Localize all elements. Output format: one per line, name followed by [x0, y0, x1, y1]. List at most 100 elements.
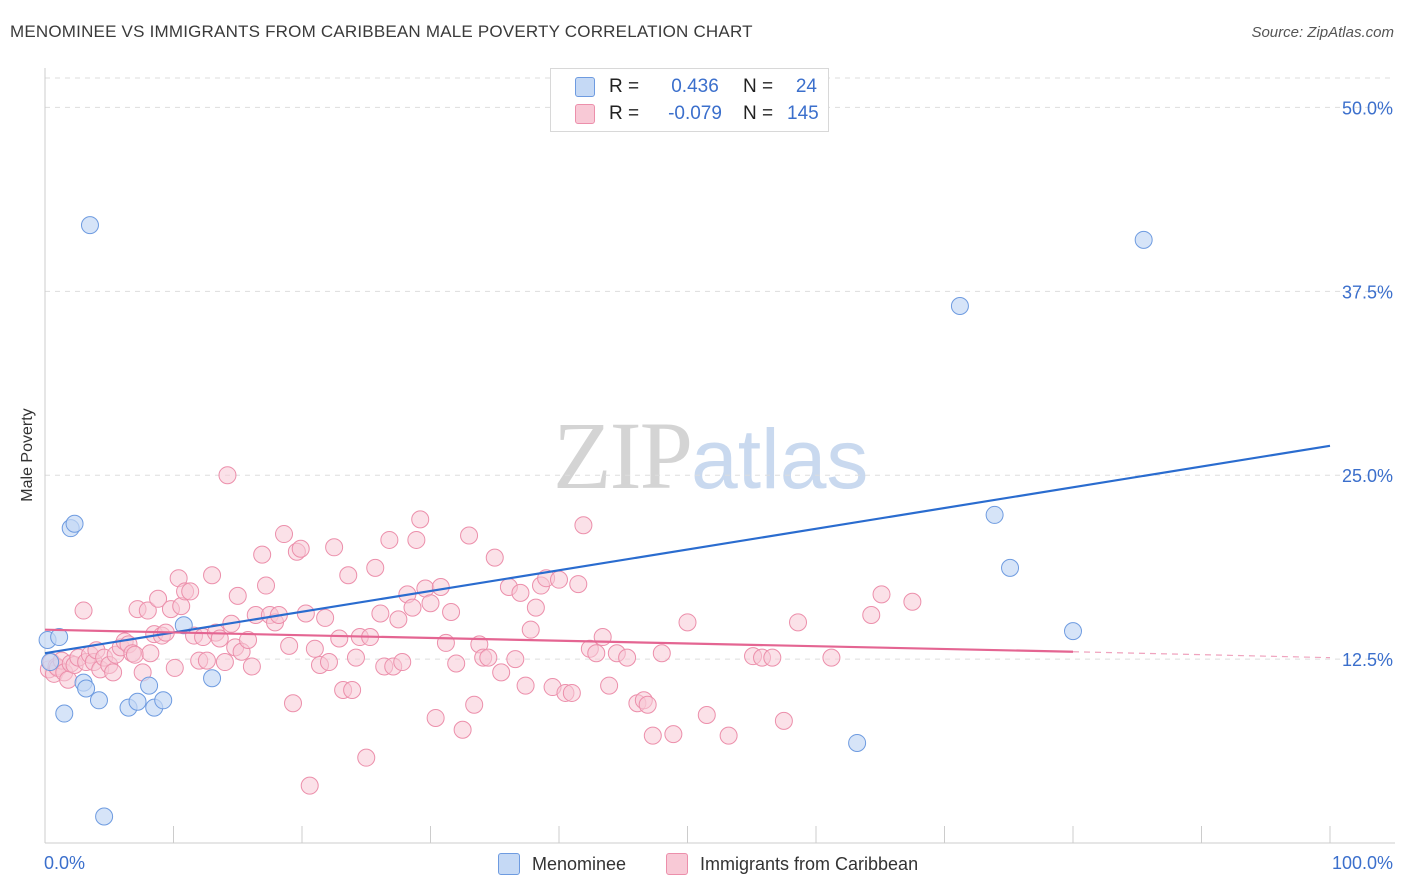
menominee-point — [50, 628, 69, 647]
caribbean-point — [203, 566, 222, 585]
caribbean-point — [172, 597, 191, 616]
caribbean-point — [389, 610, 408, 629]
caribbean-point — [587, 644, 606, 663]
caribbean-point — [550, 570, 568, 589]
caribbean-point — [346, 648, 365, 667]
caribbean-point — [526, 598, 545, 617]
caribbean-point — [664, 725, 683, 744]
caribbean-point — [638, 695, 657, 714]
legend-n-label: N = — [743, 76, 774, 97]
menominee-point — [1001, 558, 1020, 577]
caribbean-point — [284, 694, 303, 713]
menominee-point — [80, 216, 99, 235]
menominee-point — [95, 807, 114, 826]
menominee-point — [1064, 622, 1082, 641]
caribbean-point — [465, 695, 484, 714]
legend-r-value: 0.436 — [671, 76, 719, 97]
watermark: ZIPatlas — [553, 400, 868, 511]
caribbean-point — [593, 628, 612, 647]
caribbean-point — [453, 720, 472, 739]
caribbean-point — [319, 653, 338, 672]
legend-row-menominee: R = 0.436 N = 24 — [575, 75, 817, 99]
caribbean-point — [763, 648, 782, 667]
caribbean-point — [574, 516, 593, 535]
caribbean-point — [305, 639, 324, 658]
caribbean-point — [697, 706, 716, 725]
caribbean-point — [239, 630, 258, 649]
legend-row-caribbean: R = -0.079 N = 145 — [575, 102, 819, 126]
caribbean-point — [366, 558, 385, 577]
caribbean-point — [903, 592, 922, 611]
legend-n-label: N = — [743, 103, 774, 124]
caribbean-point — [652, 644, 671, 663]
caribbean-point — [569, 575, 588, 594]
caribbean-point — [141, 644, 160, 663]
legend-swatch-pink — [575, 104, 595, 124]
caribbean-point — [181, 582, 200, 601]
menominee-point — [140, 676, 159, 695]
bottom-legend-swatch-pink — [666, 853, 688, 875]
source-label: Source: ZipAtlas.com — [1251, 24, 1394, 41]
caribbean-point — [380, 530, 399, 549]
y-tick-label: 50.0% — [1342, 98, 1393, 118]
caribbean-point — [436, 633, 455, 652]
caribbean-point — [516, 676, 535, 695]
chart-title: MENOMINEE VS IMMIGRANTS FROM CARIBBEAN M… — [10, 22, 753, 41]
caribbean-point — [862, 605, 881, 624]
menominee-point — [1134, 230, 1153, 249]
caribbean-trend-extension — [1072, 651, 1331, 659]
caribbean-point — [218, 466, 237, 485]
caribbean-point — [280, 636, 299, 655]
caribbean-point — [257, 576, 276, 595]
correlation-legend: R = 0.436 N = 24 R = -0.079 N = 145 — [550, 68, 829, 132]
legend-n-value: 145 — [787, 103, 819, 124]
y-tick-label: 25.0% — [1342, 466, 1393, 486]
caribbean-point — [872, 585, 891, 604]
caribbean-point — [521, 620, 540, 639]
caribbean-point — [125, 645, 144, 664]
caribbean-point — [165, 658, 184, 677]
caribbean-trend-line — [44, 628, 1074, 653]
caribbean-point — [822, 648, 841, 667]
caribbean-point — [339, 566, 358, 585]
caribbean-point — [618, 648, 637, 667]
caribbean-point — [275, 525, 294, 544]
legend-n-value: 24 — [795, 76, 817, 97]
caribbean-point — [506, 650, 525, 669]
menominee-point — [848, 733, 867, 752]
caribbean-point — [325, 538, 344, 557]
caribbean-point — [403, 598, 422, 617]
caribbean-point — [460, 526, 479, 545]
bottom-legend-label: Immigrants from Caribbean — [700, 853, 919, 874]
caribbean-point — [104, 663, 123, 682]
caribbean-point — [253, 545, 272, 564]
caribbean-point — [393, 653, 412, 672]
caribbean-point — [74, 601, 93, 620]
caribbean-point — [228, 586, 247, 605]
caribbean-point — [330, 629, 349, 648]
caribbean-point — [343, 681, 362, 699]
caribbean-point — [197, 651, 216, 670]
caribbean-point — [411, 510, 430, 529]
watermark-atlas: atlas — [691, 412, 869, 506]
caribbean-point — [357, 748, 376, 767]
menominee-trend-line — [44, 444, 1331, 655]
caribbean-point — [789, 613, 808, 632]
menominee-point — [985, 505, 1004, 524]
caribbean-point — [600, 676, 619, 695]
menominee-point — [950, 297, 969, 316]
legend-swatch-blue — [575, 77, 595, 97]
menominee-point — [41, 653, 60, 672]
caribbean-point — [296, 604, 315, 623]
caribbean-point — [291, 539, 310, 558]
caribbean-point — [562, 683, 581, 702]
legend-r-label: R = — [609, 103, 640, 124]
bottom-legend-menominee: Menominee — [498, 852, 626, 876]
caribbean-point — [774, 711, 793, 730]
legend-r-value: -0.079 — [668, 103, 722, 124]
caribbean-point — [371, 604, 390, 623]
caribbean-point — [138, 601, 157, 620]
caribbean-point — [719, 726, 738, 745]
caribbean-point — [447, 654, 466, 673]
